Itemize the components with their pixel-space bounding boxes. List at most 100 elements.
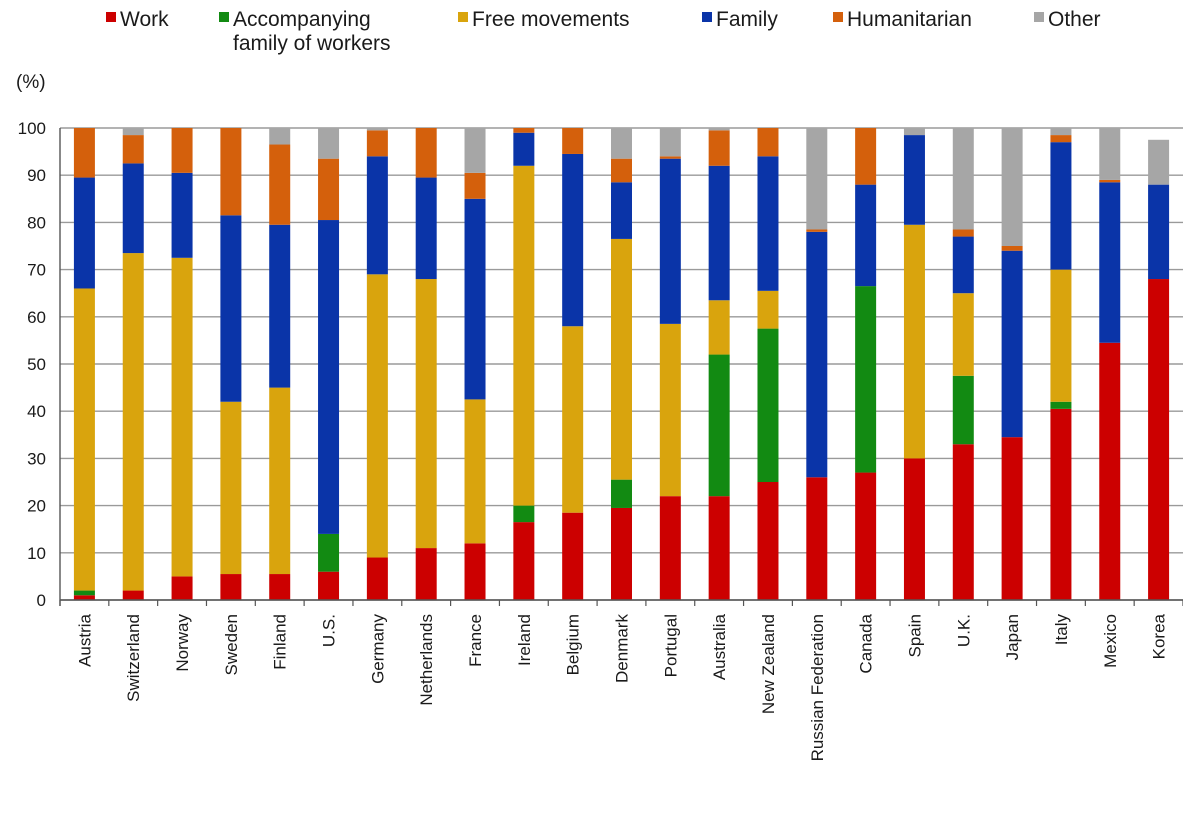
bar-segment-free-movements	[220, 401, 242, 575]
bar-segment-work	[1099, 342, 1121, 600]
legend-label: Family	[716, 8, 778, 31]
bar-denmark	[611, 128, 632, 600]
legend-label: Work	[120, 8, 169, 31]
legend-label: Other	[1048, 8, 1101, 31]
bar-segment-accompanying-family-of-workers	[757, 328, 779, 482]
bar-segment-other	[806, 128, 828, 230]
legend-swatch	[458, 12, 468, 22]
bar-segment-other	[708, 128, 730, 131]
bar-segment-other	[366, 128, 388, 131]
bar-segment-family	[562, 153, 584, 327]
legend-label: Free movements	[472, 8, 630, 31]
bar-segment-work	[1001, 437, 1023, 600]
x-tick-label: Canada	[857, 613, 876, 673]
legend-item-other: Other	[1034, 8, 1101, 31]
bar-segment-humanitarian	[708, 130, 730, 166]
bar-segment-family	[806, 231, 828, 478]
bar-segment-work	[903, 458, 925, 600]
legend-swatch	[702, 12, 712, 22]
bar-belgium	[562, 128, 584, 600]
bar-segment-family	[659, 158, 681, 324]
bar-segment-other	[611, 128, 632, 159]
legend-item-family: Family	[702, 8, 778, 31]
bar-segment-family	[1148, 184, 1170, 280]
bar-segment-free-movements	[903, 224, 925, 459]
x-tick-label: Korea	[1150, 613, 1169, 659]
y-tick-label: 90	[27, 166, 46, 185]
bar-segment-work	[366, 557, 388, 600]
x-tick-label: Austria	[75, 613, 94, 666]
legend-swatch	[106, 12, 116, 22]
x-tick-label: Australia	[710, 613, 729, 680]
bar-segment-humanitarian	[611, 158, 632, 183]
bar-segment-humanitarian	[318, 158, 340, 221]
bar-segment-family	[708, 165, 730, 301]
y-axis-unit-label: (%)	[16, 72, 46, 93]
bar-russian-federation	[806, 128, 828, 600]
bar-segment-family	[171, 172, 193, 258]
bar-segment-free-movements	[611, 238, 632, 480]
bar-segment-other	[1050, 128, 1072, 136]
bar-austria	[73, 128, 95, 600]
bar-segment-free-movements	[366, 274, 388, 558]
bar-segment-family	[757, 156, 779, 291]
bar-segment-work	[659, 496, 681, 600]
bar-segment-free-movements	[757, 290, 779, 329]
bar-segment-other	[659, 128, 681, 157]
bar-segment-work	[269, 574, 291, 600]
bar-segment-family	[952, 236, 974, 294]
bar-segment-work	[464, 543, 486, 600]
x-tick-label: Denmark	[613, 614, 632, 683]
legend-label: family of workers	[233, 32, 391, 55]
bar-segment-work	[708, 496, 730, 600]
bar-segment-other	[318, 128, 340, 159]
bar-segment-humanitarian	[513, 128, 535, 133]
bar-italy	[1050, 128, 1072, 600]
x-tick-label: Belgium	[564, 614, 583, 675]
bar-segment-other	[1099, 128, 1121, 180]
bar-segment-free-movements	[708, 300, 730, 355]
bar-korea	[1148, 139, 1170, 600]
y-tick-label: 30	[27, 449, 46, 468]
bar-segment-humanitarian	[220, 128, 242, 216]
bar-spain	[903, 128, 925, 600]
bar-new-zealand	[757, 128, 779, 600]
bar-segment-humanitarian	[464, 172, 486, 199]
bar-segment-work	[220, 574, 242, 600]
legend-item-humanitarian: Humanitarian	[833, 8, 972, 31]
bar-segment-family	[318, 220, 340, 534]
x-tick-labels: Austria Switzerland Norway Sweden Finland U.S…	[75, 613, 1168, 761]
bar-segment-family	[903, 135, 925, 225]
y-tick-label: 80	[27, 213, 46, 232]
bar-segment-other	[903, 128, 925, 136]
x-tick-label: France	[466, 614, 485, 667]
bar-segment-humanitarian	[366, 130, 388, 157]
bar-segment-work	[122, 590, 144, 600]
x-tick-label: New Zealand	[759, 614, 778, 714]
bar-segment-accompanying-family-of-workers	[952, 375, 974, 445]
bar-segment-other	[122, 128, 144, 136]
bar-segment-free-movements	[171, 257, 193, 577]
x-tick-label: Switzerland	[124, 614, 143, 702]
x-tick-label: Spain	[905, 614, 924, 657]
bar-segment-free-movements	[73, 288, 95, 591]
bar-norway	[171, 128, 193, 600]
bar-segment-work	[855, 472, 877, 600]
bar-segment-free-movements	[415, 279, 437, 549]
bar-segment-work	[806, 477, 828, 600]
y-tick-label: 0	[37, 591, 46, 610]
bar-segment-humanitarian	[806, 229, 828, 232]
x-tick-label: Italy	[1052, 614, 1071, 646]
bar-mexico	[1099, 128, 1121, 600]
bar-segment-humanitarian	[415, 128, 437, 178]
bar-segment-accompanying-family-of-workers	[513, 505, 535, 523]
y-tick-label: 10	[27, 544, 46, 563]
bar-finland	[269, 128, 291, 600]
bar-segment-free-movements	[513, 165, 535, 506]
bar-segment-work	[1148, 279, 1170, 600]
x-tick-label: U.S.	[320, 614, 339, 647]
bar-segment-work	[611, 507, 632, 600]
legend-item-free-movements: Free movements	[458, 8, 630, 31]
bar-segment-accompanying-family-of-workers	[855, 286, 877, 473]
